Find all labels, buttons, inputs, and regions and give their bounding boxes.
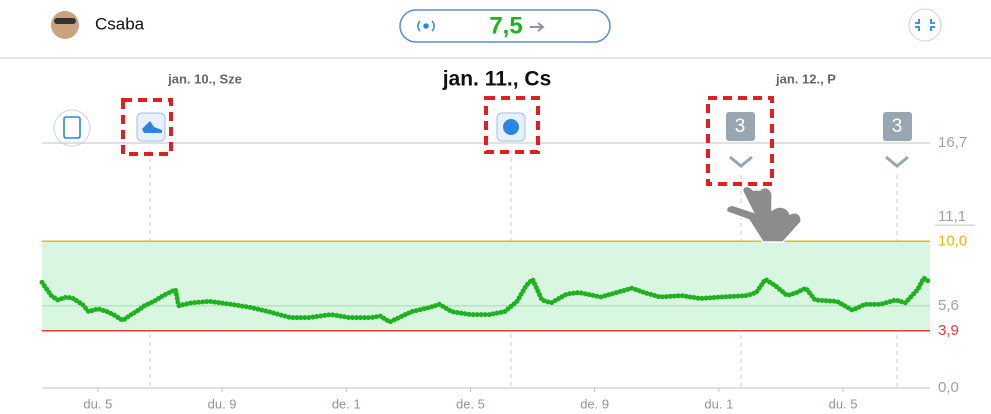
notes-icon [63, 116, 81, 139]
user-name[interactable]: Csaba [95, 14, 145, 33]
badge-count: 3 [735, 116, 746, 137]
x-tick-label: de. 5 [456, 396, 485, 411]
shoe-icon [142, 121, 162, 133]
hand-cursor [725, 185, 802, 243]
day-label-current: jan. 11., Cs [442, 68, 552, 91]
badge[interactable] [726, 112, 755, 141]
trend-arrow [530, 22, 545, 32]
avatar[interactable] [51, 11, 79, 39]
collapse-button[interactable] [908, 8, 942, 42]
collapse-icon [915, 19, 935, 31]
highlight-boxes [121, 96, 774, 186]
expand-chevron[interactable] [729, 155, 909, 168]
badge[interactable] [883, 112, 912, 141]
avatar-glasses [54, 18, 76, 24]
y-tick-label: 10,0 [938, 232, 967, 249]
plot: 0,0 3,9 5,6 10,0 11,1 16,7 du. 5 du. 9 de. 1 de. … [39, 134, 975, 411]
x-tick-label: du. 1 [704, 396, 733, 411]
y-tick-label: 3,9 [938, 322, 959, 339]
y-tick-label: 5,6 [938, 297, 959, 314]
x-tick-label: de. 9 [580, 396, 609, 411]
notes-button[interactable] [53, 109, 91, 147]
glucose-value: 7,5 [489, 12, 522, 39]
glucose-pill[interactable] [399, 9, 611, 43]
x-tick-label: du. 5 [83, 396, 112, 411]
y-tick-label: 0,0 [938, 379, 959, 396]
glucose-trace [39, 275, 933, 325]
drop-icon [503, 119, 519, 135]
x-tick-label: de. 1 [332, 396, 361, 411]
badge-count: 3 [892, 116, 903, 137]
day-label: jan. 12., P [775, 71, 836, 86]
y-tick-label: 11,1 [938, 208, 966, 225]
day-label: jan. 10., Sze [167, 71, 242, 86]
x-tick-label: du. 5 [829, 396, 858, 411]
y-tick-label: 16,7 [938, 134, 967, 151]
x-tick-label: du. 9 [208, 396, 237, 411]
signal-icon [417, 20, 435, 32]
target-range [42, 241, 930, 331]
